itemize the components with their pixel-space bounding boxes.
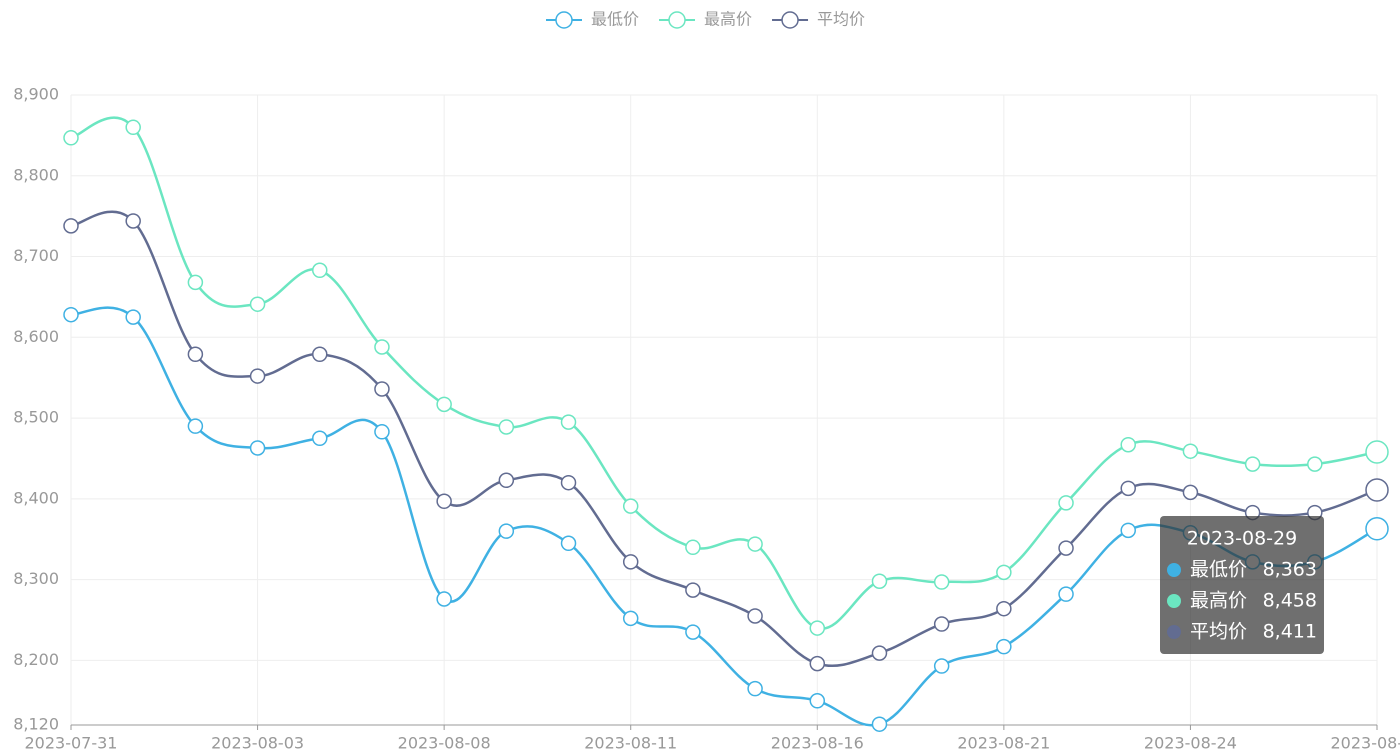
data-point — [436, 396, 452, 413]
data-point — [1365, 516, 1389, 541]
data-point — [747, 536, 763, 552]
y-tick-label: 8,600 — [13, 327, 59, 346]
x-tick-label: 2023-08-21 — [957, 734, 1050, 753]
data-point — [125, 309, 141, 325]
y-tick-label: 8,400 — [13, 488, 59, 507]
data-point — [125, 213, 141, 229]
tooltip-dot — [1167, 563, 1181, 577]
y-tick-label: 8,900 — [13, 85, 59, 104]
data-point — [249, 296, 266, 312]
data-point — [622, 610, 639, 627]
data-point — [498, 419, 515, 435]
data-point — [1058, 586, 1074, 602]
data-point — [622, 554, 639, 570]
data-point — [809, 620, 826, 636]
data-point — [1182, 484, 1199, 501]
legend-icon — [781, 11, 799, 29]
data-point — [933, 616, 950, 632]
y-tick-label: 8,120 — [13, 715, 59, 734]
data-point — [63, 130, 79, 146]
data-point — [685, 539, 701, 556]
data-point — [996, 600, 1012, 617]
tooltip-name: 平均价 — [1190, 621, 1247, 643]
data-point — [871, 716, 888, 732]
data-point — [125, 119, 141, 136]
data-point — [436, 591, 452, 607]
legend-label[interactable]: 最高价 — [704, 10, 752, 29]
y-tick-label: 8,300 — [13, 569, 59, 588]
data-point — [374, 424, 390, 440]
data-point — [1182, 443, 1199, 459]
tooltip-name: 最高价 — [1190, 590, 1247, 612]
legend-icon — [668, 11, 686, 29]
data-point — [312, 346, 328, 363]
data-point — [1120, 522, 1136, 539]
data-point — [685, 624, 701, 640]
legend-label[interactable]: 平均价 — [817, 10, 865, 29]
data-point — [1058, 540, 1074, 556]
data-point — [63, 218, 79, 234]
legend-label[interactable]: 最低价 — [591, 10, 639, 29]
tooltip-value: 8,363 — [1263, 559, 1317, 581]
data-point — [996, 638, 1012, 655]
data-point — [1365, 440, 1389, 464]
data-point — [1058, 495, 1074, 511]
tooltip-value: 8,458 — [1263, 590, 1317, 612]
data-point — [685, 582, 701, 598]
data-point — [1120, 436, 1136, 453]
data-point — [996, 564, 1012, 581]
x-tick-label: 2023-08-11 — [584, 734, 677, 753]
data-point — [871, 645, 888, 661]
data-point — [187, 274, 204, 291]
y-tick-label: 8,500 — [13, 408, 59, 427]
data-point — [374, 339, 390, 355]
data-point — [374, 381, 390, 397]
data-point — [747, 608, 763, 624]
data-point — [436, 493, 452, 510]
data-point — [560, 414, 577, 430]
tooltip-title: 2023-08-29 — [1187, 528, 1297, 550]
data-point — [249, 440, 266, 456]
tooltip: 2023-08-29 最低价 8,363 最高价 8,458 平均价 8,411 — [1160, 516, 1324, 654]
data-point — [871, 573, 888, 589]
data-point — [63, 306, 79, 323]
x-tick-label: 2023-07-31 — [25, 734, 118, 753]
x-tick-label: 2023-08-08 — [398, 734, 491, 753]
data-point — [560, 474, 577, 491]
tooltip-name: 最低价 — [1190, 559, 1247, 581]
tooltip-dot — [1167, 625, 1181, 639]
data-point — [1244, 456, 1261, 472]
data-point — [809, 693, 826, 709]
y-tick-label: 8,200 — [13, 650, 59, 669]
tooltip-dot — [1167, 594, 1181, 608]
tooltip-box — [1160, 516, 1324, 654]
y-tick-label: 8,800 — [13, 165, 59, 184]
y-tick-label: 8,700 — [13, 246, 59, 265]
data-point — [498, 523, 515, 539]
data-point — [1365, 478, 1389, 502]
data-point — [622, 498, 639, 514]
data-point — [249, 368, 266, 384]
legend-icon — [555, 11, 573, 29]
data-point — [312, 262, 328, 279]
x-tick-label: 2023-08-03 — [211, 734, 304, 753]
data-point — [933, 658, 950, 674]
x-tick-label: 2023-08-16 — [771, 734, 864, 753]
data-point — [187, 346, 204, 363]
data-point — [312, 430, 328, 447]
data-point — [1307, 456, 1323, 472]
data-point — [560, 535, 577, 552]
x-tick-label: 2023-08-29 — [1331, 734, 1400, 753]
data-point — [747, 680, 763, 697]
data-point — [933, 574, 950, 590]
x-tick-label: 2023-08-24 — [1144, 734, 1237, 753]
data-point — [498, 472, 515, 489]
data-point — [187, 418, 204, 434]
tooltip-value: 8,411 — [1263, 621, 1317, 643]
data-point — [1120, 480, 1136, 497]
data-point — [809, 655, 826, 672]
legend: 最低价 最高价 平均价 — [546, 10, 865, 29]
